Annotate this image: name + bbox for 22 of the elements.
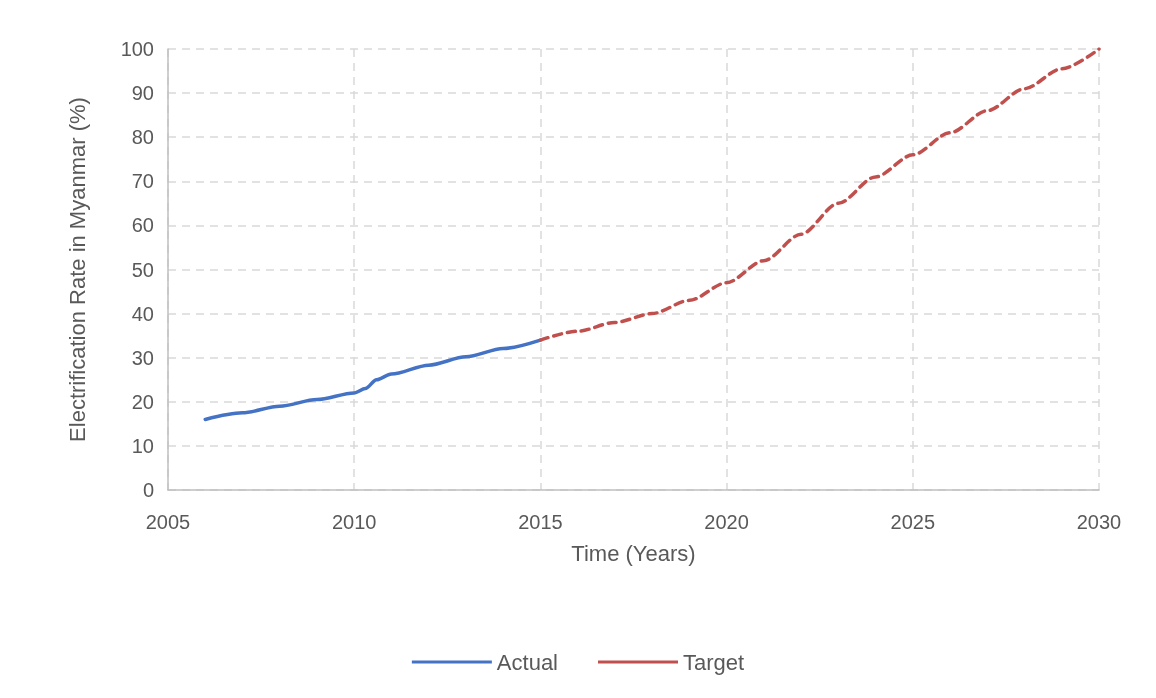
x-axis-title: Time (Years) (571, 540, 696, 566)
x-tick-label: 2030 (1076, 511, 1122, 533)
x-tick-label: 2020 (704, 511, 749, 533)
y-tick-label: 100 (120, 38, 154, 60)
y-axis-title: Electrification Rate in Myanmar (%) (64, 97, 90, 442)
y-tick-label: 70 (131, 170, 154, 193)
x-tick-label: 2015 (518, 511, 563, 533)
line-series (538, 47, 1101, 342)
y-tick-label: 0 (142, 479, 154, 501)
legend-label: Target (683, 649, 745, 675)
x-tick-label: 2010 (331, 511, 377, 533)
legend-label: Actual (496, 649, 559, 675)
y-tick-label: 30 (131, 346, 154, 369)
y-tick-label: 40 (131, 302, 154, 325)
y-tick-label: 50 (131, 258, 154, 281)
y-tick-label: 80 (131, 126, 154, 149)
x-tick-label: 2025 (890, 511, 936, 533)
y-tick-label: 20 (131, 390, 154, 413)
y-tick-label: 10 (131, 434, 154, 457)
y-tick-label: 60 (131, 214, 154, 237)
x-tick-label: 2005 (145, 511, 191, 533)
y-tick-label: 90 (131, 82, 154, 105)
